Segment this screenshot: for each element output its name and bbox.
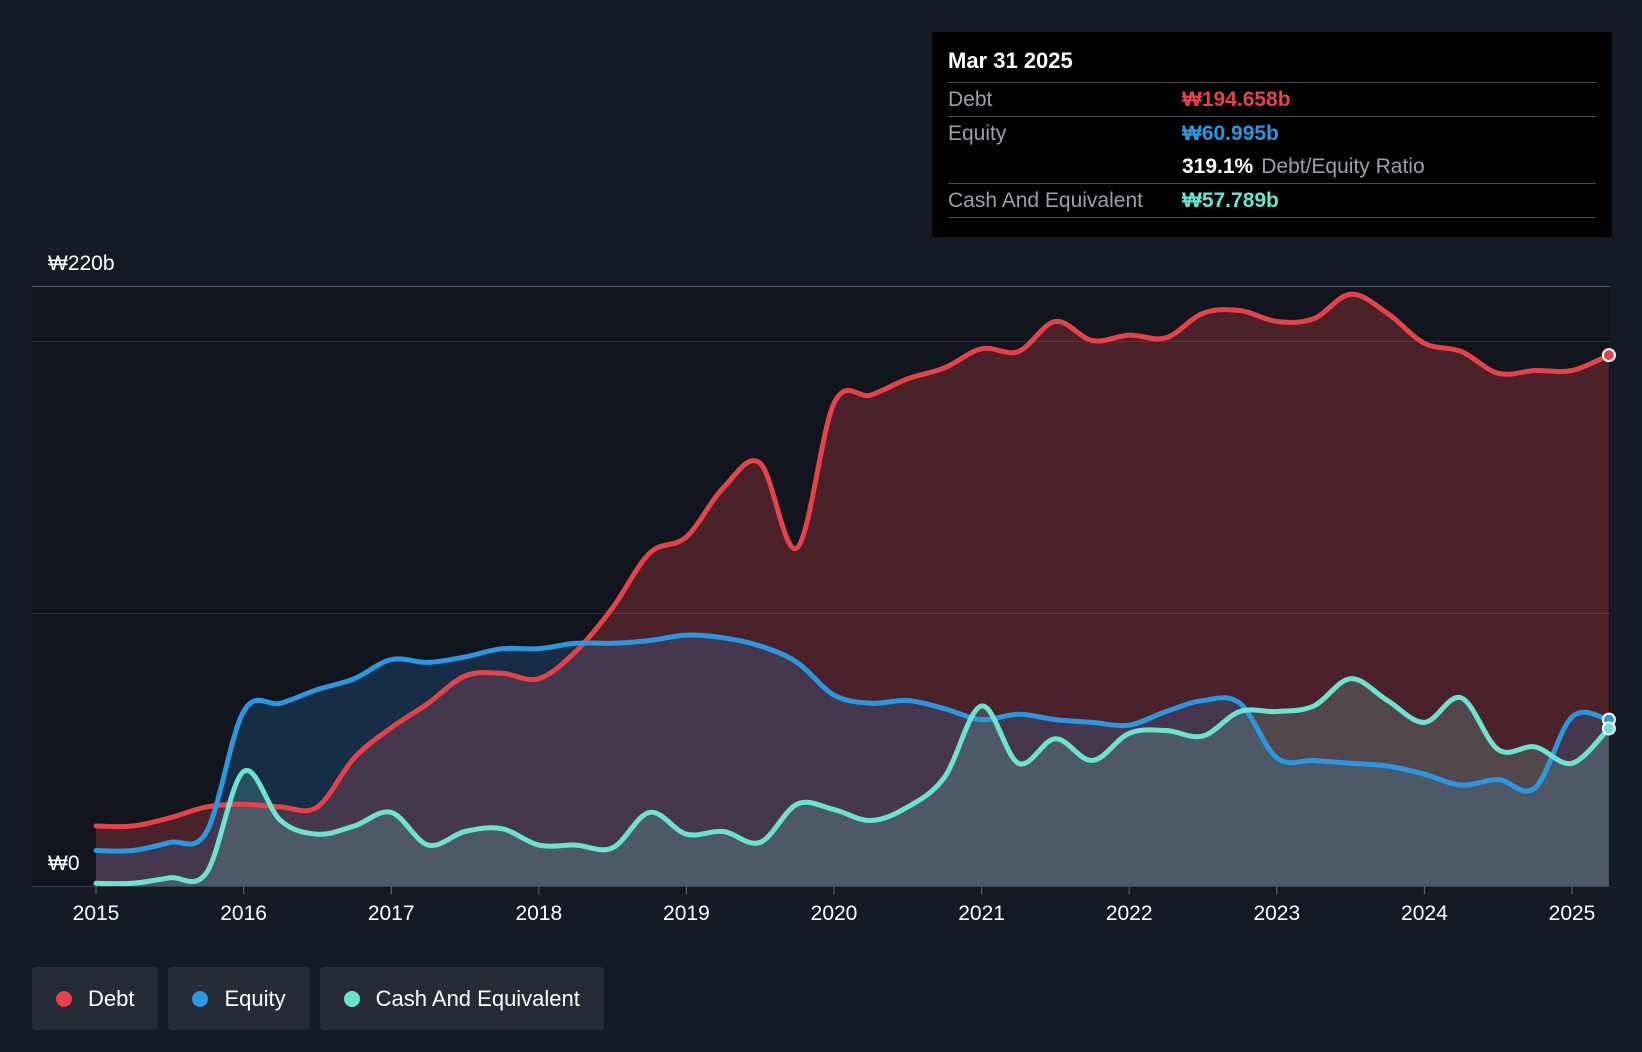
- x-tick-label-2020: 2020: [811, 902, 858, 925]
- line-debt: [93, 291, 1612, 830]
- legend-dot-debt: [56, 990, 72, 1007]
- tooltip-debt-row: Debt ₩194.658b: [948, 82, 1596, 116]
- x-tick-label-2018: 2018: [515, 902, 562, 925]
- area-cash-and-equivalent: [96, 678, 1609, 886]
- tooltip-cash-row: Cash And Equivalent ₩57.789b: [948, 183, 1596, 218]
- tooltip-ratio-value: 319.1%: [1182, 154, 1254, 178]
- x-tick-label-2025: 2025: [1549, 902, 1596, 925]
- line-cash-and-equivalent: [93, 676, 1612, 887]
- legend-label-cash: Cash And Equivalent: [375, 985, 580, 1011]
- tooltip-panel: Mar 31 2025 Debt ₩194.658b Equity ₩60.99…: [932, 32, 1612, 237]
- y-axis-top-label: ₩220b: [48, 252, 115, 275]
- legend-item-debt[interactable]: Debt: [32, 967, 159, 1030]
- legend-label-debt: Debt: [88, 985, 135, 1011]
- endpoint-cash-and-equivalent: [1601, 721, 1616, 736]
- y-axis-zero-label: ₩0: [48, 852, 80, 875]
- legend-dot-equity: [192, 990, 209, 1007]
- legend-item-cash[interactable]: Cash And Equivalent: [319, 967, 604, 1030]
- line-equity: [93, 632, 1612, 854]
- area-equity: [96, 634, 1609, 886]
- tooltip-equity-label: Equity: [948, 121, 1007, 145]
- plot-background: [32, 286, 1610, 886]
- x-tick-label-2021: 2021: [958, 902, 1005, 925]
- area-debt: [96, 294, 1609, 887]
- endpoint-debt: [1601, 348, 1616, 363]
- tooltip-debt-value: ₩194.658b: [1182, 87, 1291, 111]
- x-tick-label-2019: 2019: [663, 902, 710, 925]
- x-tick-label-2017: 2017: [368, 902, 415, 925]
- x-tick-label-2022: 2022: [1106, 902, 1153, 925]
- x-tick-label-2016: 2016: [220, 902, 267, 925]
- tooltip-ratio-label: Debt/Equity Ratio: [1261, 154, 1425, 178]
- chart-legend: Debt Equity Cash And Equivalent: [32, 967, 604, 1030]
- tooltip-cash-label: Cash And Equivalent: [948, 188, 1143, 212]
- x-tick-label-2023: 2023: [1253, 902, 1300, 925]
- tooltip-equity-row: Equity ₩60.995b: [948, 116, 1596, 150]
- tooltip-date: Mar 31 2025: [948, 48, 1073, 73]
- tooltip-debt-label: Debt: [948, 87, 993, 111]
- tooltip-equity-value: ₩60.995b: [1182, 121, 1279, 145]
- x-tick-label-2015: 2015: [73, 902, 120, 925]
- x-tick-label-2024: 2024: [1401, 902, 1448, 925]
- legend-label-equity: Equity: [224, 985, 286, 1011]
- legend-item-equity[interactable]: Equity: [168, 967, 310, 1030]
- legend-dot-cash: [343, 990, 360, 1007]
- tooltip-cash-value: ₩57.789b: [1182, 188, 1279, 212]
- tooltip-ratio-row: 319.1% Debt/Equity Ratio: [948, 150, 1596, 183]
